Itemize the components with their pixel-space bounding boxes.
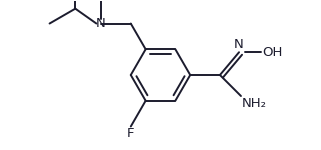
Text: OH: OH bbox=[262, 46, 282, 59]
Text: N: N bbox=[234, 38, 244, 51]
Text: F: F bbox=[127, 127, 134, 140]
Text: NH₂: NH₂ bbox=[242, 97, 267, 110]
Text: N: N bbox=[96, 17, 106, 30]
